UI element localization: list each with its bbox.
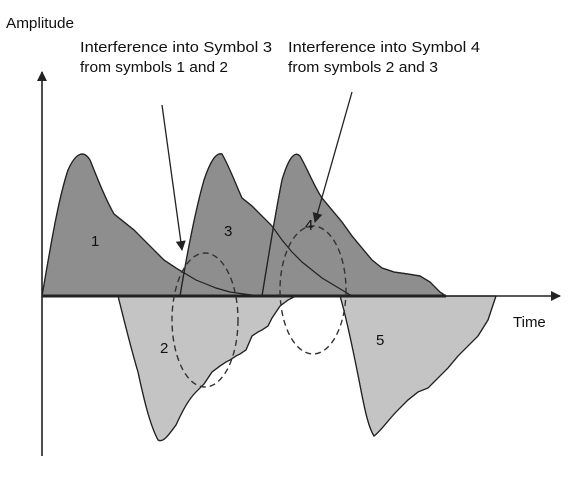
annotation-symbol-4-line1: Interference into Symbol 4 [288,39,480,56]
symbol-label-1: 1 [91,233,99,250]
annotation-arrow-symbol-3 [161,104,186,251]
pulse-1-outline [41,153,261,297]
annotation-symbol-3-line2: from symbols 1 and 2 [80,59,228,76]
annotation-arrow-symbol-4 [312,91,353,223]
pulse-5-shape [339,295,497,437]
pulse-5-outline [339,295,497,437]
y-axis-label: Amplitude [6,15,74,32]
pulse-2-shape [117,295,297,442]
interference-circle-symbol-3 [171,252,239,388]
symbol-label-4: 4 [305,217,313,234]
annotation-symbol-4-line2: from symbols 2 and 3 [288,59,438,76]
symbol-label-3: 3 [224,223,232,240]
pulse-3-outline [179,153,353,297]
pulse-2-outline [117,295,297,442]
symbol-label-2: 2 [160,340,168,357]
pulse-4-shape [261,153,448,297]
pulse-4-outline [261,153,447,297]
symbol-label-5: 5 [376,332,384,349]
annotation-symbol-3-line1: Interference into Symbol 3 [80,39,272,56]
x-axis-label: Time [513,314,546,331]
interference-circle-symbol-4 [279,225,347,355]
